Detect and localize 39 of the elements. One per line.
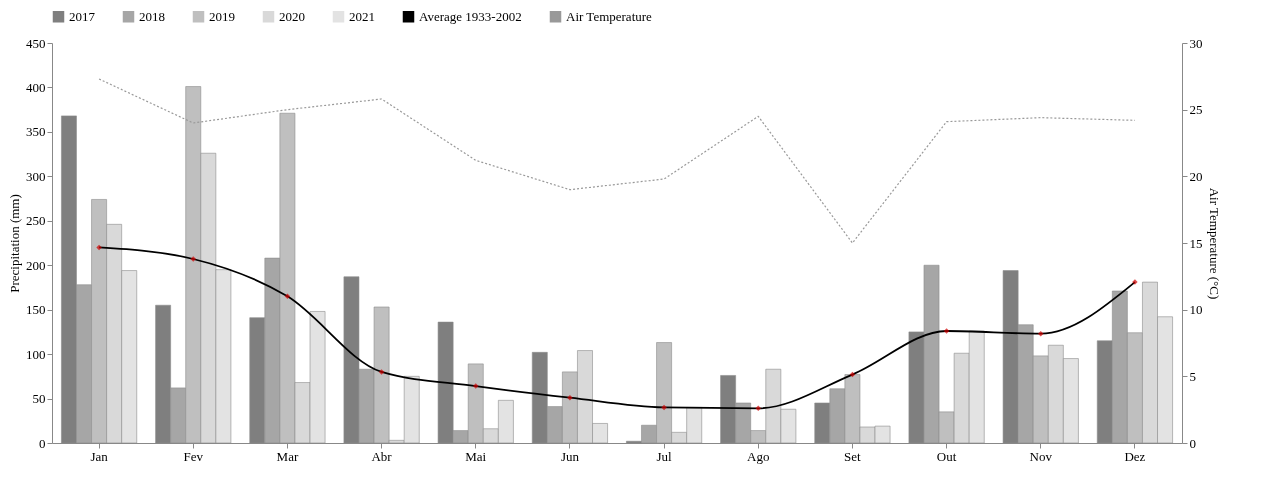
x-tick-label: Jan	[90, 448, 109, 464]
legend-label: 2020	[279, 8, 305, 24]
x-tick-label: Jul	[656, 448, 673, 464]
y-tick-label: 0	[39, 435, 46, 451]
legend-label: Average 1933-2002	[419, 8, 522, 24]
y-tick-label: 250	[26, 213, 46, 229]
x-tick-label: Nov	[1029, 448, 1053, 464]
y-tick-label: 50	[32, 391, 46, 407]
y2-tick-label: 20	[1189, 168, 1203, 184]
line-series	[98, 78, 1136, 244]
legend-label: Air Temperature	[566, 8, 653, 24]
y2-axis-title: Air Temperature (°C)	[1206, 187, 1222, 300]
legend-label: 2018	[139, 8, 165, 24]
y2-tick-label: 25	[1189, 102, 1203, 118]
y2-tick-label: 10	[1189, 302, 1203, 318]
y-tick-label: 200	[26, 257, 46, 273]
x-tick-label: Mai	[465, 448, 487, 464]
y2-tick-label: 15	[1189, 235, 1203, 251]
y2-tick-label: 5	[1189, 368, 1196, 384]
y2-tick-label: 0	[1189, 435, 1196, 451]
legend-label: 2017	[69, 8, 96, 24]
y-tick-label: 350	[26, 124, 46, 140]
x-tick-label: Ago	[747, 448, 770, 464]
y2-tick-label: 30	[1189, 35, 1203, 51]
y-tick-label: 150	[26, 302, 46, 318]
x-tick-label: Dez	[1124, 448, 1146, 464]
x-tick-label: Mar	[276, 448, 299, 464]
y-tick-label: 450	[26, 35, 46, 51]
x-tick-label: Set	[844, 448, 862, 464]
y-axis-title: Precipitation (mm)	[7, 194, 22, 293]
y-tick-label: 100	[26, 346, 46, 362]
x-tick-label: Fev	[183, 448, 204, 464]
y-tick-label: 300	[26, 168, 46, 184]
x-tick-label: Abr	[371, 448, 393, 464]
x-tick-label: Jun	[560, 448, 580, 464]
y-tick-label: 400	[26, 79, 46, 95]
legend-label: 2019	[209, 8, 235, 24]
legend-label: 2021	[349, 8, 375, 24]
x-tick-label: Out	[936, 448, 957, 464]
